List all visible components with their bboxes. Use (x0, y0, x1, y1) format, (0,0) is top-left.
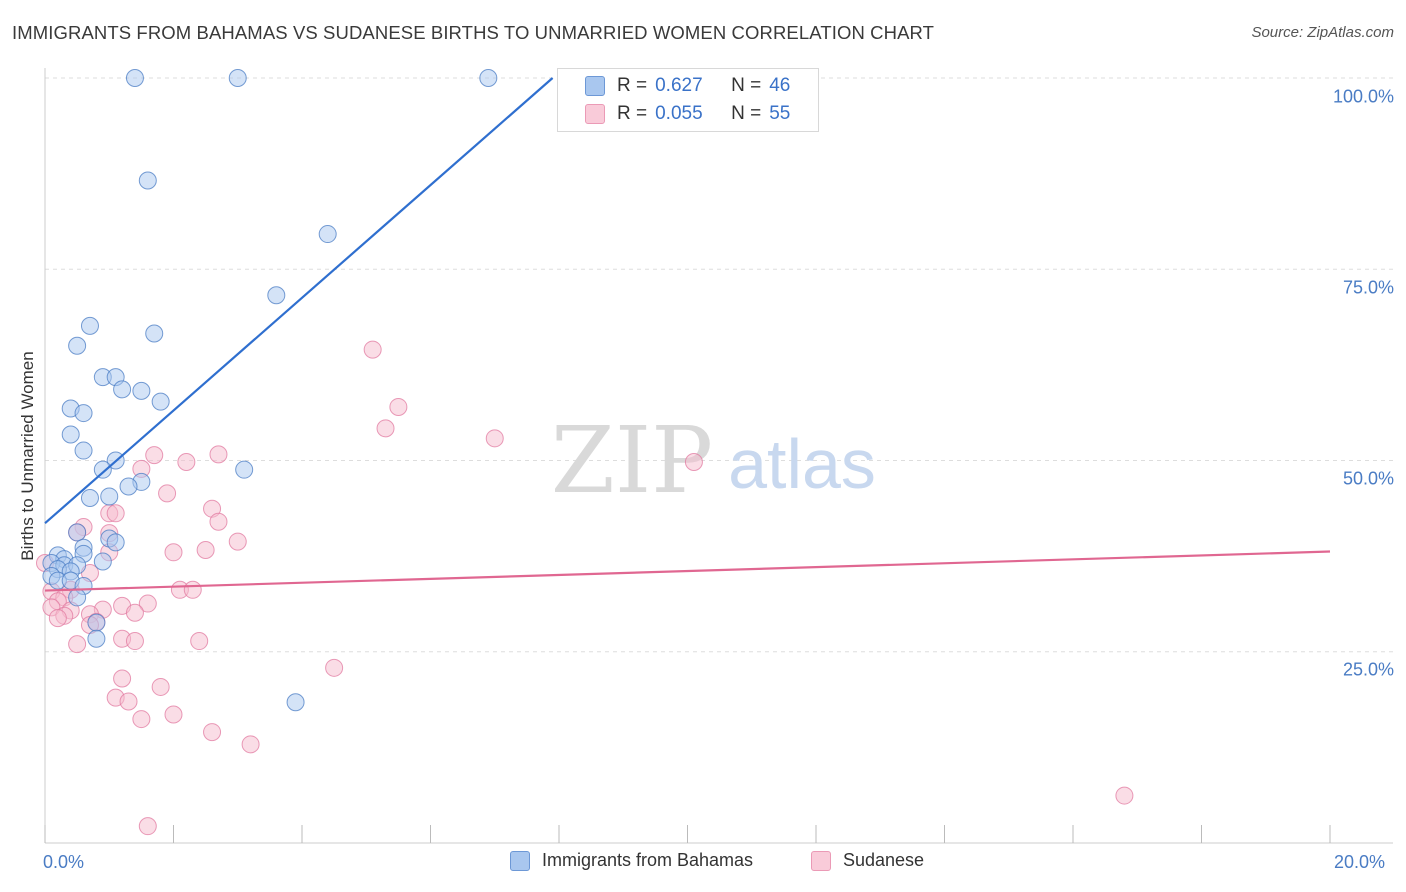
legend-n-label: N = (731, 103, 762, 124)
sudanese-point (183, 580, 202, 599)
sudanese-point (48, 609, 67, 628)
bahamas-point (132, 381, 151, 400)
sudanese-point (389, 397, 408, 416)
bahamas-point (68, 523, 87, 542)
legend-n-value: 55 (769, 103, 791, 124)
bahamas-point (100, 487, 119, 506)
sudanese-point (164, 543, 183, 562)
sudanese-point (228, 532, 247, 551)
legend-n-value: 46 (769, 75, 791, 96)
sudanese-point (151, 677, 170, 696)
sudanese-point (684, 453, 703, 472)
legend-r-value: 0.627 (655, 75, 703, 96)
gridlines (45, 77, 1393, 653)
legend-swatch-pink (811, 850, 831, 871)
sudanese-point (106, 504, 125, 523)
x-tick-label-min: 0.0% (43, 852, 85, 872)
sudanese-trend-line (44, 550, 1331, 592)
bahamas-point (68, 336, 87, 355)
sudanese-point (1115, 786, 1134, 805)
bahamas-point (80, 316, 99, 335)
sudanese-point (164, 705, 183, 724)
bahamas-point (113, 380, 132, 399)
legend-swatch-blue (510, 850, 530, 871)
sudanese-point (119, 692, 138, 711)
bahamas-trend-line (44, 77, 554, 525)
sudanese-point (209, 445, 228, 464)
bahamas-point (74, 441, 93, 460)
bahamas-point (61, 425, 80, 444)
legend-row-bahamas: R = 0.627 N = 46 (558, 72, 790, 100)
sudanese-point (125, 632, 144, 651)
sudanese-point (158, 484, 177, 503)
bahamas-point (106, 533, 125, 552)
bahamas-point (235, 460, 254, 479)
sudanese-point (138, 817, 157, 836)
legend-label-bahamas: Immigrants from Bahamas (542, 850, 754, 870)
sudanese-point (138, 594, 157, 613)
bahamas-point (479, 69, 498, 87)
legend-label-sudanese: Sudanese (843, 850, 925, 870)
sudanese-points (36, 340, 1134, 836)
sudanese-point (209, 512, 228, 531)
x-tick-label-max: 20.0% (1334, 852, 1386, 872)
sudanese-point (145, 446, 164, 465)
legend-swatch-pink (585, 104, 605, 124)
bahamas-point (145, 324, 164, 343)
bahamas-point (318, 225, 337, 244)
stats-legend: R = 0.627 N = 46 R = 0.055 N = 55 (557, 68, 819, 132)
sudanese-point (376, 419, 395, 438)
y-axis-label: Births to Unmarried Women (18, 351, 37, 561)
legend-swatch-blue (585, 76, 605, 96)
bahamas-points (42, 69, 498, 712)
sudanese-point (132, 710, 151, 729)
bahamas-point (74, 404, 93, 423)
sudanese-point (485, 429, 504, 448)
legend-item-bahamas: Immigrants from Bahamas (510, 850, 753, 871)
bahamas-point (80, 488, 99, 507)
sudanese-point (363, 340, 382, 359)
bahamas-point (68, 588, 87, 607)
y-tick-label-50: 50.0% (1342, 468, 1394, 489)
bahamas-point (119, 477, 138, 496)
bahamas-point (87, 629, 106, 648)
sudanese-point (325, 658, 344, 677)
sudanese-point (196, 541, 215, 560)
sudanese-point (125, 603, 144, 622)
legend-r-value: 0.055 (655, 103, 703, 124)
sudanese-point (68, 635, 87, 654)
bahamas-point (286, 693, 305, 712)
legend-r-label: R = (617, 103, 648, 124)
sudanese-point (241, 735, 260, 754)
legend-r-label: R = (617, 75, 648, 96)
bahamas-point (125, 69, 144, 87)
chart-title: IMMIGRANTS FROM BAHAMAS VS SUDANESE BIRT… (12, 22, 935, 43)
y-tick-label-100: 100.0% (1332, 86, 1394, 107)
legend-item-sudanese: Sudanese (811, 850, 924, 871)
trend-lines (44, 77, 1331, 592)
sudanese-point (113, 669, 132, 688)
sudanese-point (177, 453, 196, 472)
legend-row-sudanese: R = 0.055 N = 55 (558, 100, 790, 128)
sudanese-point (190, 632, 209, 651)
sudanese-point (203, 723, 222, 742)
watermark-atlas: atlas (728, 425, 876, 503)
bahamas-point (93, 552, 112, 571)
y-tick-label-25: 25.0% (1342, 659, 1394, 680)
y-tick-label-75: 75.0% (1342, 277, 1394, 298)
legend-n-label: N = (731, 75, 762, 96)
bahamas-point (151, 392, 170, 411)
bahamas-point (87, 613, 106, 632)
bahamas-point (267, 286, 286, 305)
watermark: ZIP atlas (551, 407, 876, 514)
source-label: Source: ZipAtlas.com (1251, 24, 1394, 41)
bahamas-point (93, 460, 112, 479)
bahamas-point (228, 69, 247, 87)
bahamas-point (138, 171, 157, 190)
axes (44, 68, 1393, 844)
